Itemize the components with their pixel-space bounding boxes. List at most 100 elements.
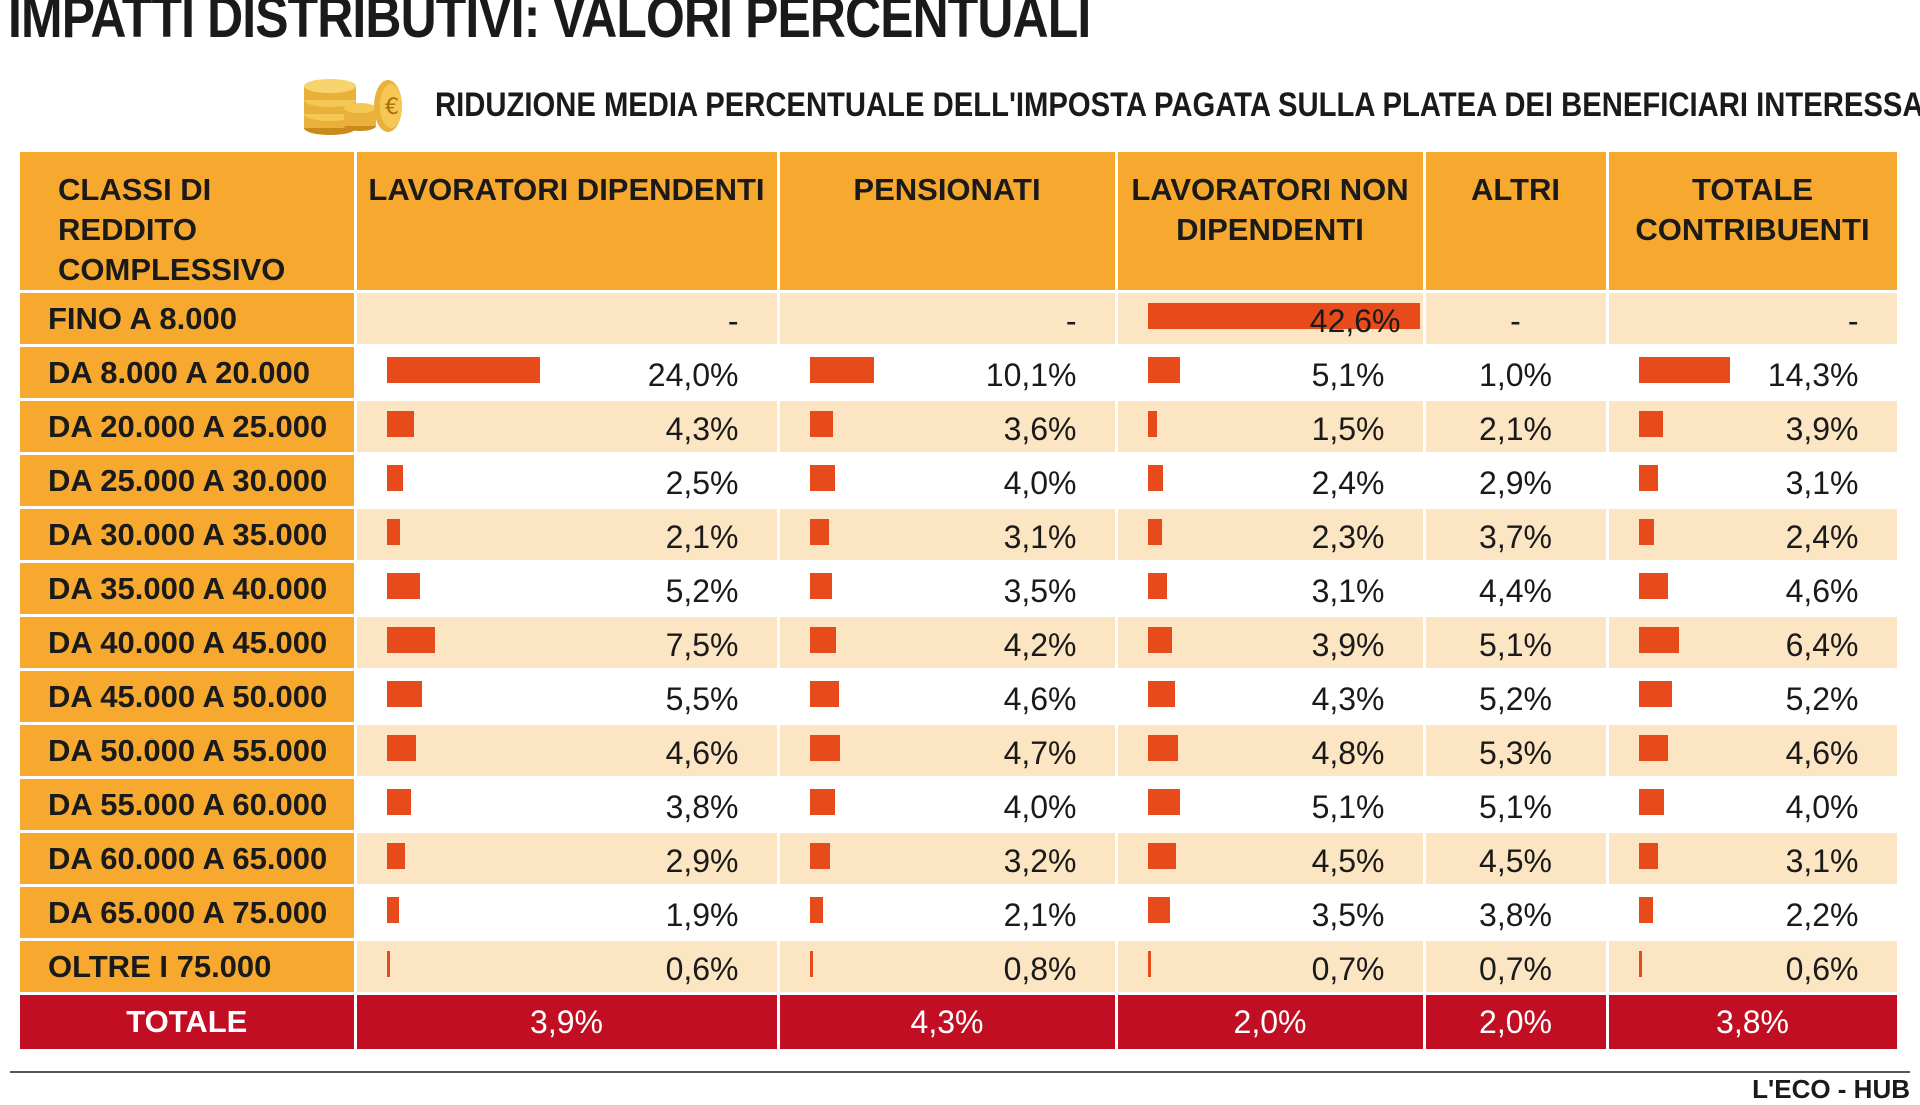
column-header-income-class: CLASSI DI REDDITO COMPLESSIVO — [20, 152, 357, 293]
data-label: 0,6% — [665, 951, 739, 987]
cell-others: 5,2% — [1424, 669, 1609, 725]
data-label: 3,1% — [1003, 519, 1077, 555]
data-label: 2,2% — [1785, 897, 1859, 933]
bar-total-taxpayers — [1638, 735, 1668, 761]
table-row: DA 55.000 A 60.000 3,8% 4,0% 5,1% 5,1% 4,0% — [20, 777, 1900, 833]
bar-total-taxpayers — [1638, 357, 1731, 383]
cell-pensioners: 4,0% — [778, 453, 1118, 509]
table-row: DA 8.000 A 20.000 24,0% 10,1% 5,1% 1,0% 14,3% — [20, 345, 1900, 401]
bar-self-employed — [1147, 303, 1421, 329]
total-value: 3,9% — [355, 993, 780, 1052]
row-label: DA 60.000 A 65.000 — [20, 831, 357, 887]
cell-pensioners: 0,8% — [778, 939, 1118, 995]
cell-others: 4,5% — [1424, 831, 1609, 887]
row-label: OLTRE I 75.000 — [20, 939, 357, 995]
data-label: 4,6% — [665, 735, 739, 771]
data-label: 3,8% — [665, 789, 739, 825]
bar-total-taxpayers — [1638, 411, 1664, 437]
table-row: DA 40.000 A 45.000 7,5% 4,2% 3,9% 5,1% 6,4% — [20, 615, 1900, 671]
total-value: 2,0% — [1116, 993, 1426, 1052]
cell-total-taxpayers: 4,6% — [1607, 723, 1900, 779]
data-label: 4,6% — [1785, 735, 1859, 771]
cell-self-employed: 3,9% — [1116, 615, 1426, 671]
cell-total-taxpayers: 5,2% — [1607, 669, 1900, 725]
data-label: 5,3% — [1479, 735, 1552, 771]
column-header-others: ALTRI — [1424, 152, 1609, 293]
column-header-self-employed: LAVORATORI NON DIPENDENTI — [1116, 152, 1426, 293]
column-header-pensioners: PENSIONATI — [778, 152, 1118, 293]
total-row: TOTALE 3,9% 4,3% 2,0% 2,0% 3,8% — [20, 993, 1900, 1052]
cell-employees: 4,3% — [355, 399, 780, 455]
bar-self-employed — [1147, 789, 1181, 815]
bar-total-taxpayers — [1638, 465, 1659, 491]
row-label: DA 50.000 A 55.000 — [20, 723, 357, 779]
row-label: DA 20.000 A 25.000 — [20, 399, 357, 455]
cell-self-employed: 4,8% — [1116, 723, 1426, 779]
data-label: 2,5% — [665, 465, 739, 501]
cell-others: 5,1% — [1424, 615, 1609, 671]
cell-pensioners: 10,1% — [778, 345, 1118, 401]
bar-pensioners — [809, 357, 875, 383]
bar-employees — [386, 789, 411, 815]
bar-total-taxpayers — [1638, 951, 1642, 977]
bar-self-employed — [1147, 627, 1173, 653]
footer-rule — [10, 1071, 1910, 1073]
bar-total-taxpayers — [1638, 789, 1665, 815]
cell-self-employed: 42,6% — [1116, 291, 1426, 347]
bar-self-employed — [1147, 573, 1168, 599]
cell-pensioners: 4,0% — [778, 777, 1118, 833]
cell-others: 2,1% — [1424, 399, 1609, 455]
row-label: DA 55.000 A 60.000 — [20, 777, 357, 833]
cell-employees: 7,5% — [355, 615, 780, 671]
total-value: 2,0% — [1424, 993, 1609, 1052]
cell-self-employed: 3,5% — [1116, 885, 1426, 941]
cell-total-taxpayers: 6,4% — [1607, 615, 1900, 671]
data-label: 4,5% — [1311, 843, 1385, 879]
subtitle-row: € RIDUZIONE MEDIA PERCENTUALE DELL'IMPOS… — [300, 66, 1920, 136]
data-label: 2,1% — [665, 519, 739, 555]
bar-employees — [386, 681, 422, 707]
cell-total-taxpayers: 3,1% — [1607, 453, 1900, 509]
cell-total-taxpayers: 4,0% — [1607, 777, 1900, 833]
column-header-employees: LAVORATORI DIPENDENTI — [355, 152, 780, 293]
cell-employees: 2,1% — [355, 507, 780, 563]
bar-employees — [386, 465, 403, 491]
bar-employees — [386, 573, 420, 599]
bar-self-employed — [1147, 411, 1158, 437]
bar-pensioners — [809, 519, 830, 545]
cell-self-employed: 5,1% — [1116, 345, 1426, 401]
bar-pensioners — [809, 735, 840, 761]
cell-employees: 5,2% — [355, 561, 780, 617]
data-label: 3,6% — [1003, 411, 1077, 447]
chart-subtitle: RIDUZIONE MEDIA PERCENTUALE DELL'IMPOSTA… — [435, 86, 1920, 124]
data-label: 5,1% — [1479, 789, 1552, 825]
cell-employees: 3,8% — [355, 777, 780, 833]
data-label: 7,5% — [665, 627, 739, 663]
table-row: DA 20.000 A 25.000 4,3% 3,6% 1,5% 2,1% 3,9% — [20, 399, 1900, 455]
data-label: 0,7% — [1479, 951, 1552, 987]
data-label: 2,9% — [1479, 465, 1552, 501]
data-label: 14,3% — [1767, 357, 1859, 393]
bar-employees — [386, 843, 406, 869]
data-label: 4,3% — [1311, 681, 1385, 717]
table-row: DA 65.000 A 75.000 1,9% 2,1% 3,5% 3,8% 2,2% — [20, 885, 1900, 941]
cell-others: 0,7% — [1424, 939, 1609, 995]
data-label: 10,1% — [985, 357, 1077, 393]
cell-total-taxpayers: 0,6% — [1607, 939, 1900, 995]
data-label: 3,9% — [1311, 627, 1385, 663]
bar-employees — [386, 897, 399, 923]
data-label: 4,7% — [1003, 735, 1077, 771]
bar-total-taxpayers — [1638, 681, 1672, 707]
total-row-label: TOTALE — [20, 993, 357, 1052]
table-row: FINO A 8.000 - - 42,6% - - — [20, 291, 1900, 347]
data-label: 24,0% — [647, 357, 739, 393]
cell-self-employed: 3,1% — [1116, 561, 1426, 617]
table-row: DA 60.000 A 65.000 2,9% 3,2% 4,5% 4,5% 3,1% — [20, 831, 1900, 887]
cell-pensioners: - — [778, 291, 1118, 347]
bar-self-employed — [1147, 357, 1181, 383]
row-label: FINO A 8.000 — [20, 291, 357, 347]
cell-total-taxpayers: 3,9% — [1607, 399, 1900, 455]
coin-stack-icon: € — [304, 79, 402, 135]
cell-pensioners: 3,2% — [778, 831, 1118, 887]
data-label: 3,9% — [1785, 411, 1859, 447]
